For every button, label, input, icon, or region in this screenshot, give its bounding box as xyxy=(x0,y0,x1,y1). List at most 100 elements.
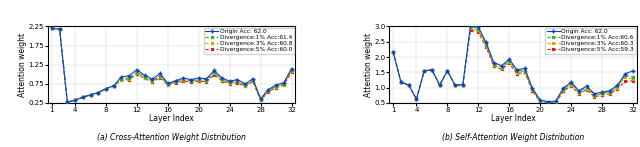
Divergence:3% Acc:60.3 xyxy=(459,84,467,85)
Divergence:3% Acc:60.3 xyxy=(591,95,598,96)
Divergence:1% Acc:61.4 xyxy=(102,88,110,90)
Divergence:3% Acc:60.8 xyxy=(63,101,71,103)
Divergence:1% Acc:61.4 xyxy=(195,78,203,80)
Divergence:3% Acc:60.8 xyxy=(56,28,63,30)
Divergence:5% Acc:60.0 xyxy=(172,82,179,84)
Divergence:3% Acc:60.3 xyxy=(552,101,559,103)
Divergence:5% Acc:60.0 xyxy=(156,77,164,78)
Origin Acc: 62.0: (10, 1.1): 62.0: (10, 1.1) xyxy=(459,84,467,85)
Origin Acc: 62.0: (26, 0.75): 62.0: (26, 0.75) xyxy=(241,83,249,85)
Divergence:5% Acc:60.0 xyxy=(280,84,287,86)
Divergence:3% Acc:60.8 xyxy=(141,77,148,78)
Divergence:3% Acc:60.8 xyxy=(234,81,241,82)
Divergence:5% Acc:59.3 xyxy=(529,90,536,92)
Origin Acc: 62.0: (25, 0.9): 62.0: (25, 0.9) xyxy=(575,90,582,92)
Divergence:1% Acc:61.4 xyxy=(257,99,264,100)
Divergence:1% Acc:61.4 xyxy=(148,80,156,81)
Divergence:1% Acc:61.4 xyxy=(95,92,102,93)
Divergence:1% Acc:61.4 xyxy=(56,28,63,30)
Origin Acc: 62.0: (22, 1.1): 62.0: (22, 1.1) xyxy=(211,70,218,71)
Divergence:5% Acc:60.0 xyxy=(86,94,94,96)
Divergence:5% Acc:59.3 xyxy=(474,31,482,33)
Origin Acc: 62.0: (32, 1.15): 62.0: (32, 1.15) xyxy=(288,68,296,69)
Line: Origin Acc: 62.0: Origin Acc: 62.0 xyxy=(392,23,635,103)
Divergence:3% Acc:60.8 xyxy=(187,81,195,82)
Divergence:3% Acc:60.8 xyxy=(288,70,296,72)
Title: (a) Cross-Attention Weight Distribution: (a) Cross-Attention Weight Distribution xyxy=(97,133,246,142)
Divergence:1% Acc:60.6 xyxy=(559,88,567,90)
Divergence:5% Acc:59.3 xyxy=(575,93,582,95)
Divergence:3% Acc:60.8 xyxy=(48,27,56,29)
Divergence:5% Acc:60.0 xyxy=(218,80,226,82)
Origin Acc: 62.0: (28, 0.36): 62.0: (28, 0.36) xyxy=(257,98,264,100)
Divergence:3% Acc:60.3 xyxy=(389,52,397,53)
Divergence:1% Acc:60.6 xyxy=(428,69,436,71)
Divergence:1% Acc:60.6 xyxy=(614,86,621,87)
Origin Acc: 62.0: (20, 0.59): 62.0: (20, 0.59) xyxy=(536,99,544,101)
Divergence:1% Acc:60.6 xyxy=(420,70,428,72)
Y-axis label: Attention weight: Attention weight xyxy=(18,33,27,97)
Divergence:3% Acc:60.8 xyxy=(211,73,218,74)
Origin Acc: 62.0: (4, 0.32): 62.0: (4, 0.32) xyxy=(71,99,79,101)
Divergence:5% Acc:59.3 xyxy=(544,103,552,104)
Divergence:1% Acc:60.6 xyxy=(444,70,451,72)
Divergence:5% Acc:59.3 xyxy=(420,70,428,72)
Y-axis label: Attention weight: Attention weight xyxy=(364,33,372,97)
Divergence:1% Acc:60.6 xyxy=(591,94,598,96)
Divergence:1% Acc:61.4 xyxy=(264,89,272,91)
Divergence:3% Acc:60.3 xyxy=(498,67,506,69)
Origin Acc: 62.0: (11, 0.96): 62.0: (11, 0.96) xyxy=(125,75,133,77)
Divergence:5% Acc:60.0 xyxy=(63,101,71,103)
Divergence:5% Acc:60.0 xyxy=(125,79,133,80)
Divergence:5% Acc:59.3 xyxy=(521,71,529,73)
Divergence:5% Acc:59.3 xyxy=(559,90,567,92)
Divergence:5% Acc:60.0 xyxy=(148,81,156,83)
Divergence:1% Acc:61.4 xyxy=(241,84,249,86)
Divergence:3% Acc:60.8 xyxy=(86,94,94,96)
Origin Acc: 62.0: (7, 0.52): 62.0: (7, 0.52) xyxy=(95,92,102,93)
Origin Acc: 62.0: (1, 2.2): 62.0: (1, 2.2) xyxy=(48,27,56,29)
Origin Acc: 62.0: (27, 0.88): 62.0: (27, 0.88) xyxy=(249,78,257,80)
Divergence:1% Acc:61.4 xyxy=(280,83,287,85)
Origin Acc: 62.0: (4, 0.62): 62.0: (4, 0.62) xyxy=(413,98,420,100)
Divergence:5% Acc:60.0 xyxy=(164,84,172,86)
Divergence:3% Acc:60.3 xyxy=(490,64,498,66)
Divergence:3% Acc:60.3 xyxy=(436,84,444,86)
Divergence:1% Acc:61.4 xyxy=(125,77,133,79)
Divergence:1% Acc:61.4 xyxy=(118,78,125,80)
Divergence:3% Acc:60.3 xyxy=(513,72,521,74)
Divergence:3% Acc:60.8 xyxy=(156,76,164,77)
Divergence:3% Acc:60.3 xyxy=(575,92,582,93)
Origin Acc: 62.0: (9, 1.07): 62.0: (9, 1.07) xyxy=(451,85,459,86)
Divergence:5% Acc:60.0 xyxy=(195,80,203,82)
Divergence:1% Acc:60.6 xyxy=(552,101,559,103)
Line: Divergence:3% Acc:60.3: Divergence:3% Acc:60.3 xyxy=(392,27,634,104)
Divergence:3% Acc:60.3 xyxy=(444,70,451,72)
Origin Acc: 62.0: (7, 1.08): 62.0: (7, 1.08) xyxy=(436,84,444,86)
Origin Acc: 62.0: (3, 0.27): 62.0: (3, 0.27) xyxy=(63,101,71,103)
Divergence:5% Acc:59.3 xyxy=(389,52,397,53)
Divergence:1% Acc:60.6 xyxy=(436,84,444,86)
Divergence:1% Acc:60.6 xyxy=(606,91,614,92)
Divergence:1% Acc:60.6 xyxy=(536,100,544,102)
Divergence:3% Acc:60.8 xyxy=(95,92,102,93)
Origin Acc: 62.0: (5, 0.4): 62.0: (5, 0.4) xyxy=(79,96,86,98)
Divergence:5% Acc:59.3 xyxy=(552,102,559,104)
Divergence:5% Acc:59.3 xyxy=(413,98,420,100)
Origin Acc: 62.0: (21, 0.88): 62.0: (21, 0.88) xyxy=(203,78,211,80)
Divergence:3% Acc:60.3 xyxy=(529,89,536,91)
Divergence:5% Acc:59.3 xyxy=(513,73,521,75)
Origin Acc: 62.0: (17, 1.58): 62.0: (17, 1.58) xyxy=(513,69,521,71)
Origin Acc: 62.0: (20, 0.9): 62.0: (20, 0.9) xyxy=(195,77,203,79)
Title: (b) Self-Attention Weight Distribution: (b) Self-Attention Weight Distribution xyxy=(442,133,584,142)
Divergence:5% Acc:59.3 xyxy=(428,69,436,71)
Divergence:5% Acc:60.0 xyxy=(179,80,187,82)
Divergence:1% Acc:60.6 xyxy=(405,84,413,86)
Divergence:1% Acc:60.6 xyxy=(544,101,552,103)
Divergence:5% Acc:59.3 xyxy=(459,84,467,85)
Origin Acc: 62.0: (24, 1.18): 62.0: (24, 1.18) xyxy=(567,81,575,83)
Divergence:3% Acc:60.8 xyxy=(172,81,179,83)
Origin Acc: 62.0: (14, 1.82): 62.0: (14, 1.82) xyxy=(490,62,498,63)
Line: Divergence:5% Acc:59.3: Divergence:5% Acc:59.3 xyxy=(392,29,634,105)
Divergence:5% Acc:60.0 xyxy=(56,28,63,30)
